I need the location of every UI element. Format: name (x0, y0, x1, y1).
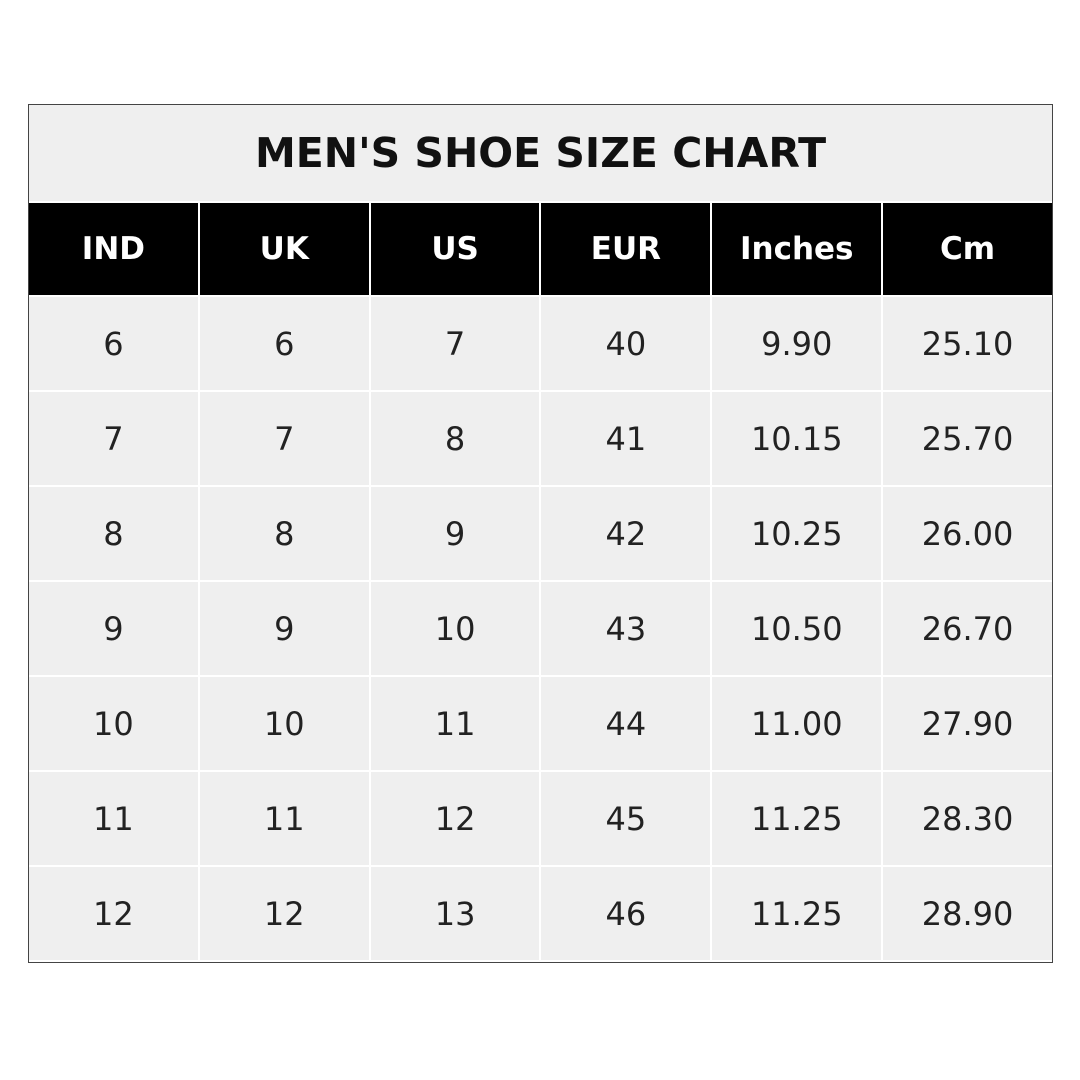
table-cell-ind: 8 (29, 487, 198, 580)
table-cell-us: 13 (370, 867, 540, 960)
table-cell-uk: 8 (199, 487, 369, 580)
table-cell-uk: 7 (199, 392, 369, 485)
table-cell-cm: 28.90 (883, 867, 1052, 960)
table-row: 8 8 9 42 10.25 26.00 (29, 487, 1052, 580)
table-cell-inches: 10.50 (712, 582, 882, 675)
table-cell-cm: 25.10 (883, 297, 1052, 390)
table-cell-eur: 45 (541, 772, 711, 865)
column-header-eur: EUR (541, 203, 711, 295)
table-cell-eur: 46 (541, 867, 711, 960)
size-chart-table: MEN'S SHOE SIZE CHART IND UK US EUR Inches Cm… (28, 104, 1053, 963)
table-cell-us: 9 (370, 487, 540, 580)
table-row: 10 10 11 44 11.00 27.90 (29, 677, 1052, 770)
table-cell-ind: 6 (29, 297, 198, 390)
table-row: 7 7 8 41 10.15 25.70 (29, 392, 1052, 485)
table-cell-eur: 40 (541, 297, 711, 390)
chart-title: MEN'S SHOE SIZE CHART (29, 105, 1052, 203)
table-body: 6 6 7 40 9.90 25.10 7 7 8 41 10.15 25.70 8 8 9 42 10.25 2… (29, 297, 1052, 960)
table-cell-eur: 43 (541, 582, 711, 675)
table-cell-ind: 10 (29, 677, 198, 770)
table-cell-uk: 12 (199, 867, 369, 960)
table-cell-cm: 25.70 (883, 392, 1052, 485)
table-cell-inches: 10.25 (712, 487, 882, 580)
table-cell-ind: 12 (29, 867, 198, 960)
table-cell-inches: 9.90 (712, 297, 882, 390)
column-header-ind: IND (29, 203, 198, 295)
table-cell-us: 7 (370, 297, 540, 390)
table-cell-ind: 11 (29, 772, 198, 865)
table-cell-uk: 6 (199, 297, 369, 390)
column-header-us: US (370, 203, 540, 295)
table-cell-ind: 7 (29, 392, 198, 485)
column-header-cm: Cm (883, 203, 1052, 295)
table-cell-ind: 9 (29, 582, 198, 675)
table-cell-us: 8 (370, 392, 540, 485)
table-cell-inches: 10.15 (712, 392, 882, 485)
table-cell-inches: 11.25 (712, 772, 882, 865)
table-row: 11 11 12 45 11.25 28.30 (29, 772, 1052, 865)
table-row: 9 9 10 43 10.50 26.70 (29, 582, 1052, 675)
column-header-uk: UK (199, 203, 369, 295)
table-cell-eur: 42 (541, 487, 711, 580)
table-cell-cm: 26.70 (883, 582, 1052, 675)
header-row: IND UK US EUR Inches Cm (29, 203, 1052, 295)
table-cell-uk: 9 (199, 582, 369, 675)
table-cell-eur: 41 (541, 392, 711, 485)
table-cell-uk: 11 (199, 772, 369, 865)
table-cell-inches: 11.00 (712, 677, 882, 770)
table-cell-uk: 10 (199, 677, 369, 770)
column-header-inches: Inches (712, 203, 882, 295)
table-row: 12 12 13 46 11.25 28.90 (29, 867, 1052, 960)
table-cell-us: 12 (370, 772, 540, 865)
table-row: 6 6 7 40 9.90 25.10 (29, 297, 1052, 390)
table-cell-inches: 11.25 (712, 867, 882, 960)
table-cell-cm: 27.90 (883, 677, 1052, 770)
table-cell-cm: 28.30 (883, 772, 1052, 865)
table-cell-us: 10 (370, 582, 540, 675)
table-cell-cm: 26.00 (883, 487, 1052, 580)
table-cell-us: 11 (370, 677, 540, 770)
table-cell-eur: 44 (541, 677, 711, 770)
